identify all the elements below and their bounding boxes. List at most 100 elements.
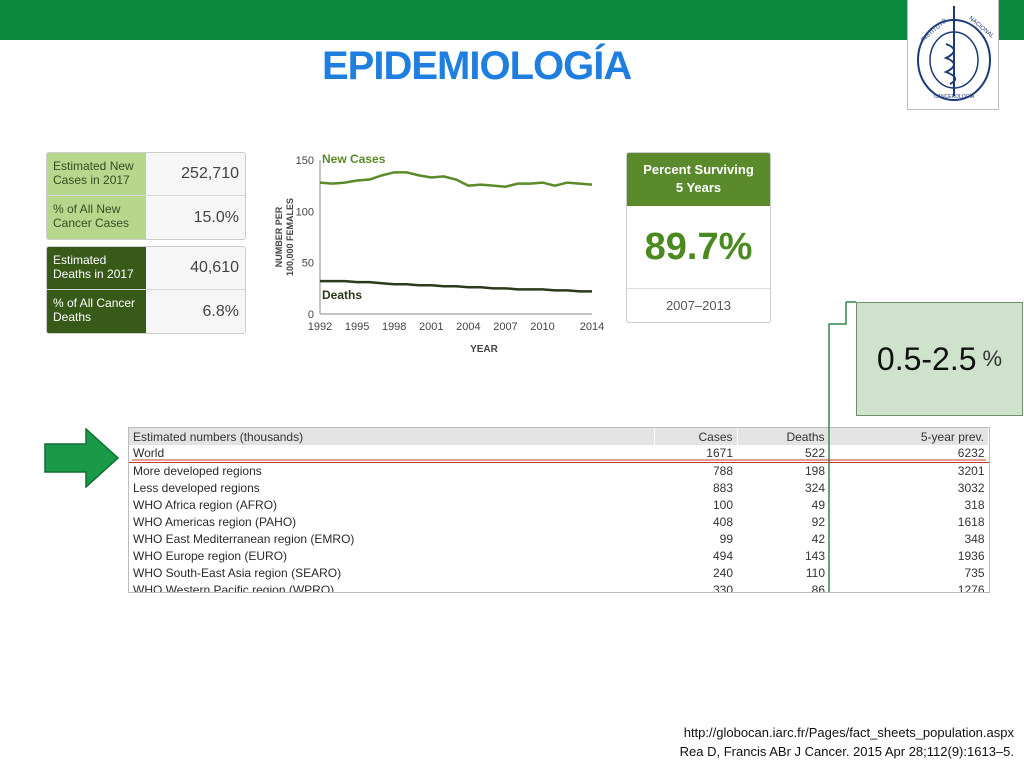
cell-region: WHO Western Pacific region (WPRO)	[133, 582, 335, 593]
survival-header-line2: 5 Years	[675, 180, 722, 195]
cell-deaths: 110	[805, 565, 825, 580]
cell-prevalence: 1618	[957, 514, 985, 529]
table-row: WHO Africa region (AFRO) 100 49 318	[129, 496, 989, 513]
stat-row-deaths: Estimated Deaths in 2017 40,610	[47, 247, 245, 290]
cell-deaths: 42	[811, 531, 825, 546]
cell-deaths: 49	[811, 497, 825, 512]
cell-cases: 99	[719, 531, 733, 546]
percent-callout-value: 0.5-2.5	[876, 340, 977, 377]
table-header-row: Estimated numbers (thousands) Cases Deat…	[129, 428, 989, 445]
table-row: WHO Western Pacific region (WPRO) 330 86 12…	[129, 581, 989, 593]
deaths-stats: Estimated Deaths in 2017 40,610 % of All…	[46, 246, 246, 334]
stat-value: 40,610	[146, 247, 245, 289]
cell-prevalence: 1276	[957, 582, 985, 593]
cell-prevalence: 3201	[957, 463, 985, 478]
stat-value: 6.8%	[146, 290, 245, 333]
cell-region: WHO East Mediterranean region (EMRO)	[133, 531, 355, 546]
stat-row-pct-deaths: % of All Cancer Deaths 6.8%	[47, 290, 245, 333]
survival-card: Percent Surviving 5 Years 89.7% 2007–201…	[626, 152, 771, 323]
cell-cases: 788	[712, 463, 733, 478]
y-tick-label: 50	[302, 258, 314, 270]
cell-cases: 494	[712, 548, 733, 563]
x-tick-label: 2007	[493, 321, 517, 333]
cell-deaths: 86	[811, 582, 825, 593]
top-banner	[0, 0, 1024, 40]
cell-prevalence: 6232	[829, 445, 989, 463]
cell-cases: 883	[712, 480, 733, 495]
series-label-new-cases: New Cases	[322, 152, 386, 166]
cell-cases: 330	[712, 582, 733, 593]
cell-prevalence: 3032	[957, 480, 985, 495]
series-label-deaths: Deaths	[322, 288, 362, 302]
cell-cases: 408	[712, 514, 733, 529]
x-tick-label: 1995	[345, 321, 369, 333]
column-header-prevalence: 5-year prev.	[829, 428, 989, 445]
cell-prevalence: 348	[964, 531, 985, 546]
cell-cases: 1671	[654, 445, 737, 463]
cell-region: Less developed regions	[133, 480, 260, 495]
table-row: WHO South-East Asia region (SEARO) 240 110…	[129, 564, 989, 581]
cell-region: WHO Africa region (AFRO)	[133, 497, 278, 512]
series-line-new-cases	[319, 171, 593, 188]
x-tick-label: 1998	[382, 321, 406, 333]
cell-deaths: 143	[804, 548, 825, 563]
table-row: WHO Europe region (EURO) 494 143 1936	[129, 547, 989, 564]
stat-value: 252,710	[146, 153, 245, 195]
y-axis-label: NUMBER PER100,000 FEMALES	[274, 198, 295, 276]
svg-text:INSTITUTO: INSTITUTO	[920, 18, 948, 43]
percent-callout-unit: %	[982, 346, 1003, 371]
cell-region: WHO Americas region (PAHO)	[133, 514, 297, 529]
stat-row-new-cases: Estimated New Cases in 2017 252,710	[47, 153, 245, 196]
x-tick-label: 2014	[580, 321, 604, 333]
x-tick-label: 2004	[456, 321, 480, 333]
survival-header-line1: Percent Surviving	[643, 162, 754, 177]
cell-deaths: 324	[804, 480, 825, 495]
cell-region: More developed regions	[133, 463, 262, 478]
column-header-cases: Cases	[654, 428, 738, 445]
survival-years: 2007–2013	[665, 298, 732, 313]
percent-callout: 0.5-2.5 %	[856, 302, 1023, 416]
stat-row-pct-new: % of All New Cancer Cases 15.0%	[47, 196, 245, 239]
survival-header: Percent Surviving 5 Years	[627, 153, 770, 206]
reference-url: http://globocan.iarc.fr/Pages/fact_sheet…	[683, 725, 1014, 740]
x-tick-label: 2001	[419, 321, 443, 333]
stat-label: Estimated New Cases in 2017	[47, 153, 146, 195]
cell-region: WHO South-East Asia region (SEARO)	[133, 565, 342, 580]
cell-deaths: 522	[737, 445, 829, 463]
y-tick-label: 150	[296, 155, 314, 167]
y-tick-label: 100	[296, 206, 314, 218]
cell-cases: 240	[712, 565, 733, 580]
svg-text:CANCEROLOGÍA: CANCEROLOGÍA	[934, 93, 975, 100]
stat-label: % of All New Cancer Cases	[47, 196, 146, 239]
cell-prevalence: 318	[964, 497, 985, 512]
references: http://globocan.iarc.fr/Pages/fact_sheet…	[680, 723, 1014, 761]
cell-prevalence: 735	[964, 565, 985, 580]
y-tick-label: 0	[308, 309, 314, 321]
page-title: EPIDEMIOLOGÍA	[322, 44, 632, 88]
cell-cases: 100	[712, 497, 733, 512]
new-cases-stats: Estimated New Cases in 2017 252,710 % of…	[46, 152, 246, 240]
x-tick-label: 2010	[530, 321, 554, 333]
svg-text:NACIONAL: NACIONAL	[967, 16, 995, 41]
stat-label: Estimated Deaths in 2017	[47, 247, 146, 289]
incidence-trend-chart: 0 50 100 150 1992 1995 1998 2001 2004 2007 2010 201…	[274, 152, 604, 355]
cell-deaths: 92	[811, 514, 825, 529]
column-header-deaths: Deaths	[737, 428, 830, 445]
right-arrow-icon	[44, 428, 120, 488]
x-tick-label: 1992	[308, 321, 332, 333]
table-row: More developed regions 788 198 3201	[129, 462, 989, 479]
series-line-deaths	[320, 279, 592, 293]
table-row: Less developed regions 883 324 3032	[129, 479, 989, 496]
table-row: WHO East Mediterranean region (EMRO) 99 42…	[129, 530, 989, 547]
cell-region: World	[129, 445, 654, 463]
table-row: World 1671 522 6232	[129, 445, 989, 463]
column-header-region: Estimated numbers (thousands)	[129, 428, 655, 445]
institute-seal-icon: INSTITUTO NACIONAL CANCEROLOGÍA	[917, 6, 995, 101]
stat-value: 15.0%	[146, 196, 245, 239]
reference-citation: Rea D, Francis ABr J Cancer. 2015 Apr 28…	[679, 744, 1014, 759]
institute-logo: INSTITUTO NACIONAL CANCEROLOGÍA	[907, 0, 999, 110]
cell-region: WHO Europe region (EURO)	[133, 548, 288, 563]
globocan-table: Estimated numbers (thousands) Cases Deat…	[128, 427, 990, 593]
survival-value: 89.7%	[627, 206, 770, 289]
cell-deaths: 198	[804, 463, 825, 478]
